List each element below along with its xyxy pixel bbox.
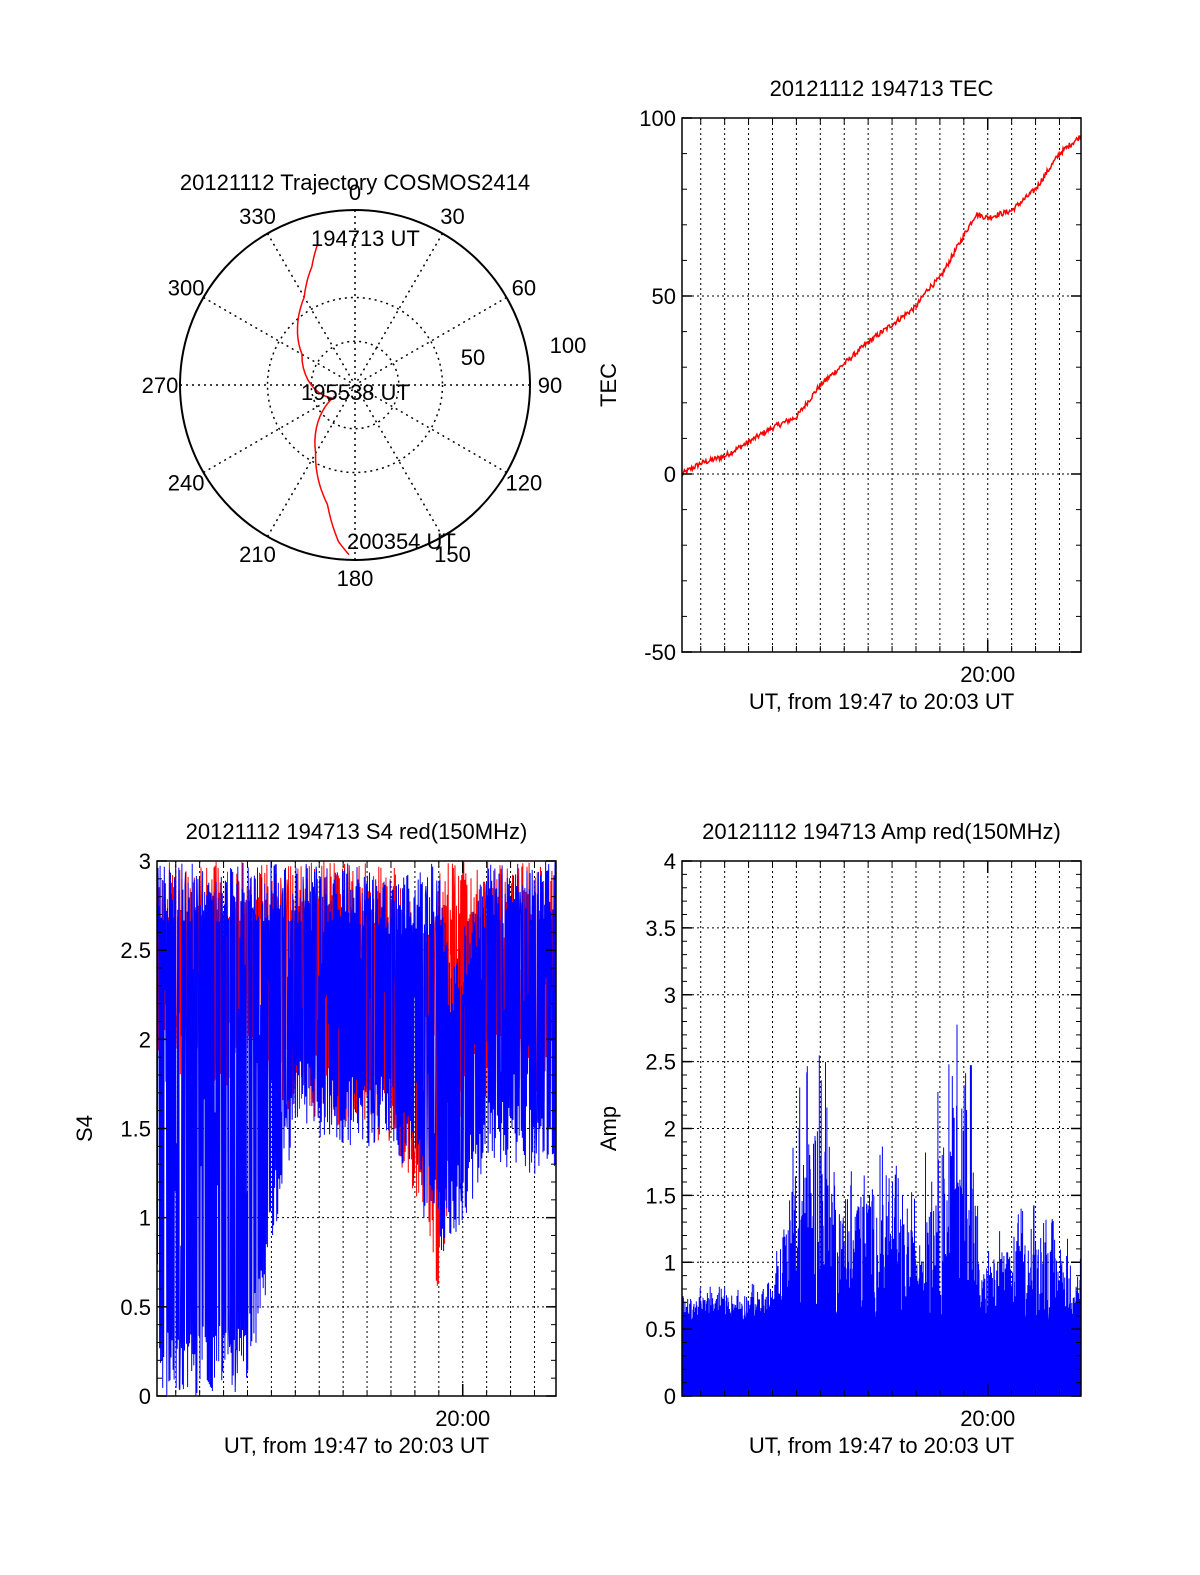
trajectory-middle-label: 195538 UT [301, 380, 410, 405]
y-tick-label: 2.5 [645, 1050, 676, 1075]
trajectory-line [296, 244, 350, 556]
y-tick-label: 1.5 [645, 1183, 676, 1208]
chart-title: 20121112 194713 Amp red(150MHz) [702, 819, 1061, 844]
azimuth-label-240: 240 [168, 471, 205, 496]
azimuth-label-270: 270 [142, 373, 179, 398]
azimuth-label-60: 60 [512, 276, 536, 301]
azimuth-label-150: 150 [434, 542, 471, 567]
azimuth-label-300: 300 [168, 276, 205, 301]
chart-title: 20121112 194713 S4 red(150MHz) [186, 819, 528, 844]
azimuth-label-180: 180 [337, 566, 374, 591]
azimuth-label-30: 30 [440, 204, 464, 229]
y-tick-label: 1 [664, 1250, 676, 1275]
x-axis-label: UT, from 19:47 to 20:03 UT [749, 1433, 1014, 1458]
radial-label-100: 100 [550, 333, 587, 358]
s4-chart: 20121112 194713 S4 red(150MHz) 3 2.5 2 1.5 1 0… [72, 819, 557, 1458]
y-axis-label: TEC [596, 363, 621, 407]
chart-title: 20121112 Trajectory COSMOS2414 [180, 170, 530, 195]
trajectory-end-label: 200354 UT [347, 529, 456, 554]
y-tick-label: 3.5 [645, 916, 676, 941]
amp-series-bars [681, 1024, 1082, 1396]
y-tick-label: 0 [139, 1384, 151, 1409]
y-tick-label: 0.5 [120, 1295, 151, 1320]
x-axis-label: UT, from 19:47 to 20:03 UT [749, 689, 1014, 714]
y-tick-label: 2.5 [120, 938, 151, 963]
y-tick-label: 1 [139, 1206, 151, 1231]
x-tick-label: 20:00 [960, 1406, 1015, 1431]
trajectory-start-label: 194713 UT [311, 226, 420, 251]
y-tick-label: 0.5 [645, 1317, 676, 1342]
y-tick-label: 2 [664, 1117, 676, 1142]
azimuth-label-120: 120 [506, 471, 543, 496]
x-tick-label: 20:00 [435, 1406, 490, 1431]
tec-series-line [681, 135, 1082, 477]
x-axis-label: UT, from 19:47 to 20:03 UT [224, 1433, 489, 1458]
y-tick-label: 1.5 [120, 1117, 151, 1142]
y-tick-label: 50 [652, 284, 676, 309]
radial-label-50: 50 [461, 345, 485, 370]
polar-grid-spoke [266, 233, 444, 537]
plot-frame [681, 117, 1082, 653]
s4-series-blue [157, 861, 556, 1396]
azimuth-label-0: 0 [349, 180, 361, 205]
amp-chart: 20121112 194713 Amp red(150MHz) 4 3.5 3 2.5 2… [596, 819, 1082, 1458]
y-tick-label: 0 [664, 1384, 676, 1409]
y-tick-label: 100 [639, 106, 676, 131]
polar-grid-ring [310, 340, 400, 430]
y-tick-label: 2 [139, 1027, 151, 1052]
x-tick-label: 20:00 [960, 662, 1015, 687]
y-axis-label: S4 [72, 1115, 97, 1142]
y-tick-label: 3 [664, 983, 676, 1008]
y-tick-label: 4 [664, 849, 676, 874]
azimuth-label-330: 330 [239, 204, 276, 229]
y-tick-label: 3 [139, 849, 151, 874]
azimuth-label-90: 90 [538, 373, 562, 398]
y-tick-label: -50 [644, 640, 676, 665]
polar-grid-ring [266, 296, 444, 474]
chart-title: 20121112 194713 TEC [770, 76, 994, 101]
y-axis-label: Amp [596, 1106, 621, 1151]
azimuth-label-210: 210 [239, 542, 276, 567]
y-tick-label: 0 [664, 462, 676, 487]
polar-outer-ring [179, 209, 531, 561]
